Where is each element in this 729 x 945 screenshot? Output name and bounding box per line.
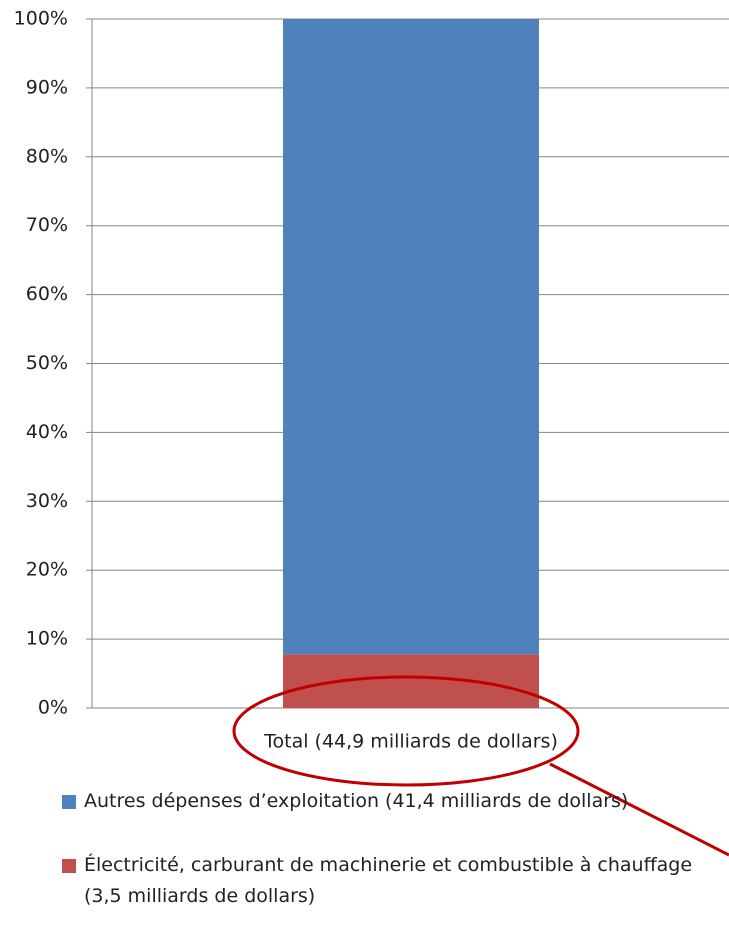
highlight-ellipse [232,675,580,787]
legend-swatch [62,795,76,809]
y-tick-label: 60% [26,283,68,305]
plot: 0% 10% 20% 30% 40% 50% 60% 70% 80% 90% 100% Total (… [14,8,729,753]
legend-label: Autres dépenses d’exploitation (41,4 mil… [84,790,629,812]
legend-entry: Autres dépenses d’exploitation (41,4 mil… [62,786,702,817]
y-tick-label: 80% [26,145,68,167]
legend-label: Électricité, carburant de machinerie et … [84,854,693,907]
legend: Autres dépenses d’exploitation (41,4 mil… [62,786,702,945]
bar-segment [283,654,539,708]
y-tick-label: 70% [26,214,68,236]
highlight-arrow [549,762,729,857]
y-tick-label: 20% [26,559,68,581]
y-tick-label: 0% [38,697,68,719]
x-tick-label: Total (44,9 milliards de dollars) [263,731,558,753]
y-tick-label: 50% [26,352,68,374]
legend-entry: Électricité, carburant de machinerie et … [62,850,702,912]
y-tick-label: 40% [26,421,68,443]
y-tick-label: 10% [26,628,68,650]
chart: 0% 10% 20% 30% 40% 50% 60% 70% 80% 90% 100% Total (… [14,8,729,857]
y-tick-label: 100% [14,8,68,30]
y-tick-label: 30% [26,490,68,512]
y-tick-label: 90% [26,76,68,98]
legend-swatch [62,859,76,873]
bar-segment [283,19,539,655]
page: 0% 10% 20% 30% 40% 50% 60% 70% 80% 90% 100% Total (… [13,7,729,907]
